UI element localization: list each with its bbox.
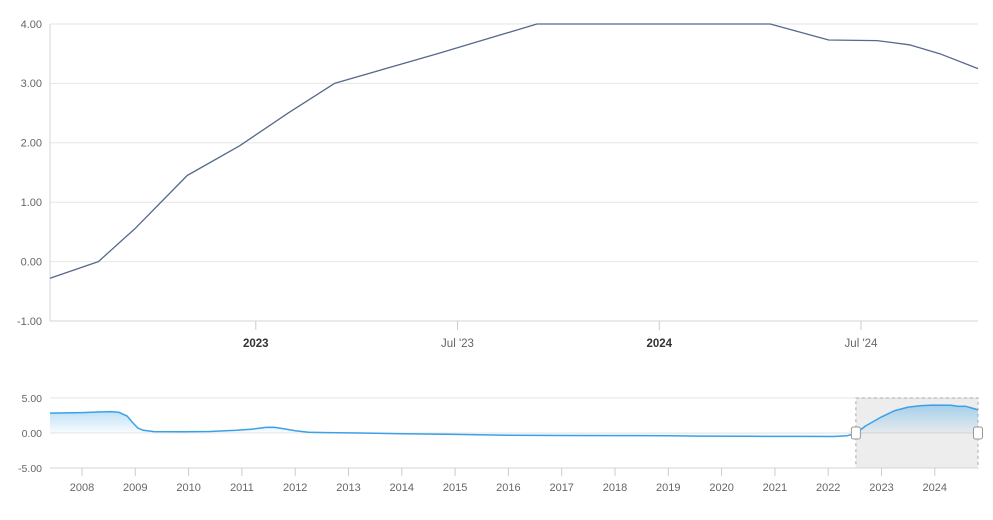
navigator-x-axis-label: 2020 [709,482,733,494]
main-x-axis-label: Jul '23 [441,338,474,350]
navigator-x-axis-label: 2017 [549,482,573,494]
navigator-handle-left[interactable] [850,426,861,440]
navigator-track[interactable] [50,398,978,468]
navigator-x-axis-label: 2009 [123,482,147,494]
main-y-axis-label: 3.00 [21,78,42,90]
navigator-x-axis-label: 2022 [816,482,840,494]
navigator-handle-right[interactable] [973,426,983,440]
navigator-x-axis-label: 2015 [443,482,467,494]
main-y-axis-label: 2.00 [21,138,42,150]
navigator-series-line [49,404,979,438]
navigator-x-axis-label: 2018 [603,482,627,494]
main-chart: 4.00 3.00 2.00 1.00 0.00 -1.00 2023 Jul '23 2024… [17,14,979,350]
navigator-y-axis-label: 0.00 [22,428,43,440]
main-x-axis-label: 2023 [243,338,269,350]
navigator-x-axis-label: 2011 [230,482,254,494]
navigator-x-axis-label: 2013 [336,482,360,494]
navigator-y-axis-label: 5.00 [22,393,43,405]
navigator-x-axis-label: 2024 [923,482,947,494]
navigator-x-axis-label: 2014 [390,482,414,494]
navigator-x-axis-label: 2019 [656,482,680,494]
main-y-axis-label: 1.00 [21,197,42,209]
main-plot-area[interactable] [50,14,978,321]
main-series-line [49,23,979,279]
navigator: 5.00 0.00 -5.00 2008 2009 2010 2011 2012 2013 201… [18,393,983,494]
main-x-axis-label: 2024 [647,338,673,350]
navigator-x-axis-label: 2008 [70,482,94,494]
main-x-axis-label: Jul '24 [845,338,878,350]
navigator-x-axis-label: 2010 [176,482,200,494]
main-y-axis-label: 0.00 [21,256,42,268]
navigator-x-axis-label: 2012 [283,482,307,494]
navigator-y-axis-label: -5.00 [18,463,42,475]
main-y-axis-label: 4.00 [21,19,42,31]
navigator-x-axis-label: 2021 [763,482,787,494]
main-y-axis-label: -1.00 [17,316,42,328]
navigator-x-axis-label: 2023 [869,482,893,494]
navigator-x-axis-label: 2016 [496,482,520,494]
